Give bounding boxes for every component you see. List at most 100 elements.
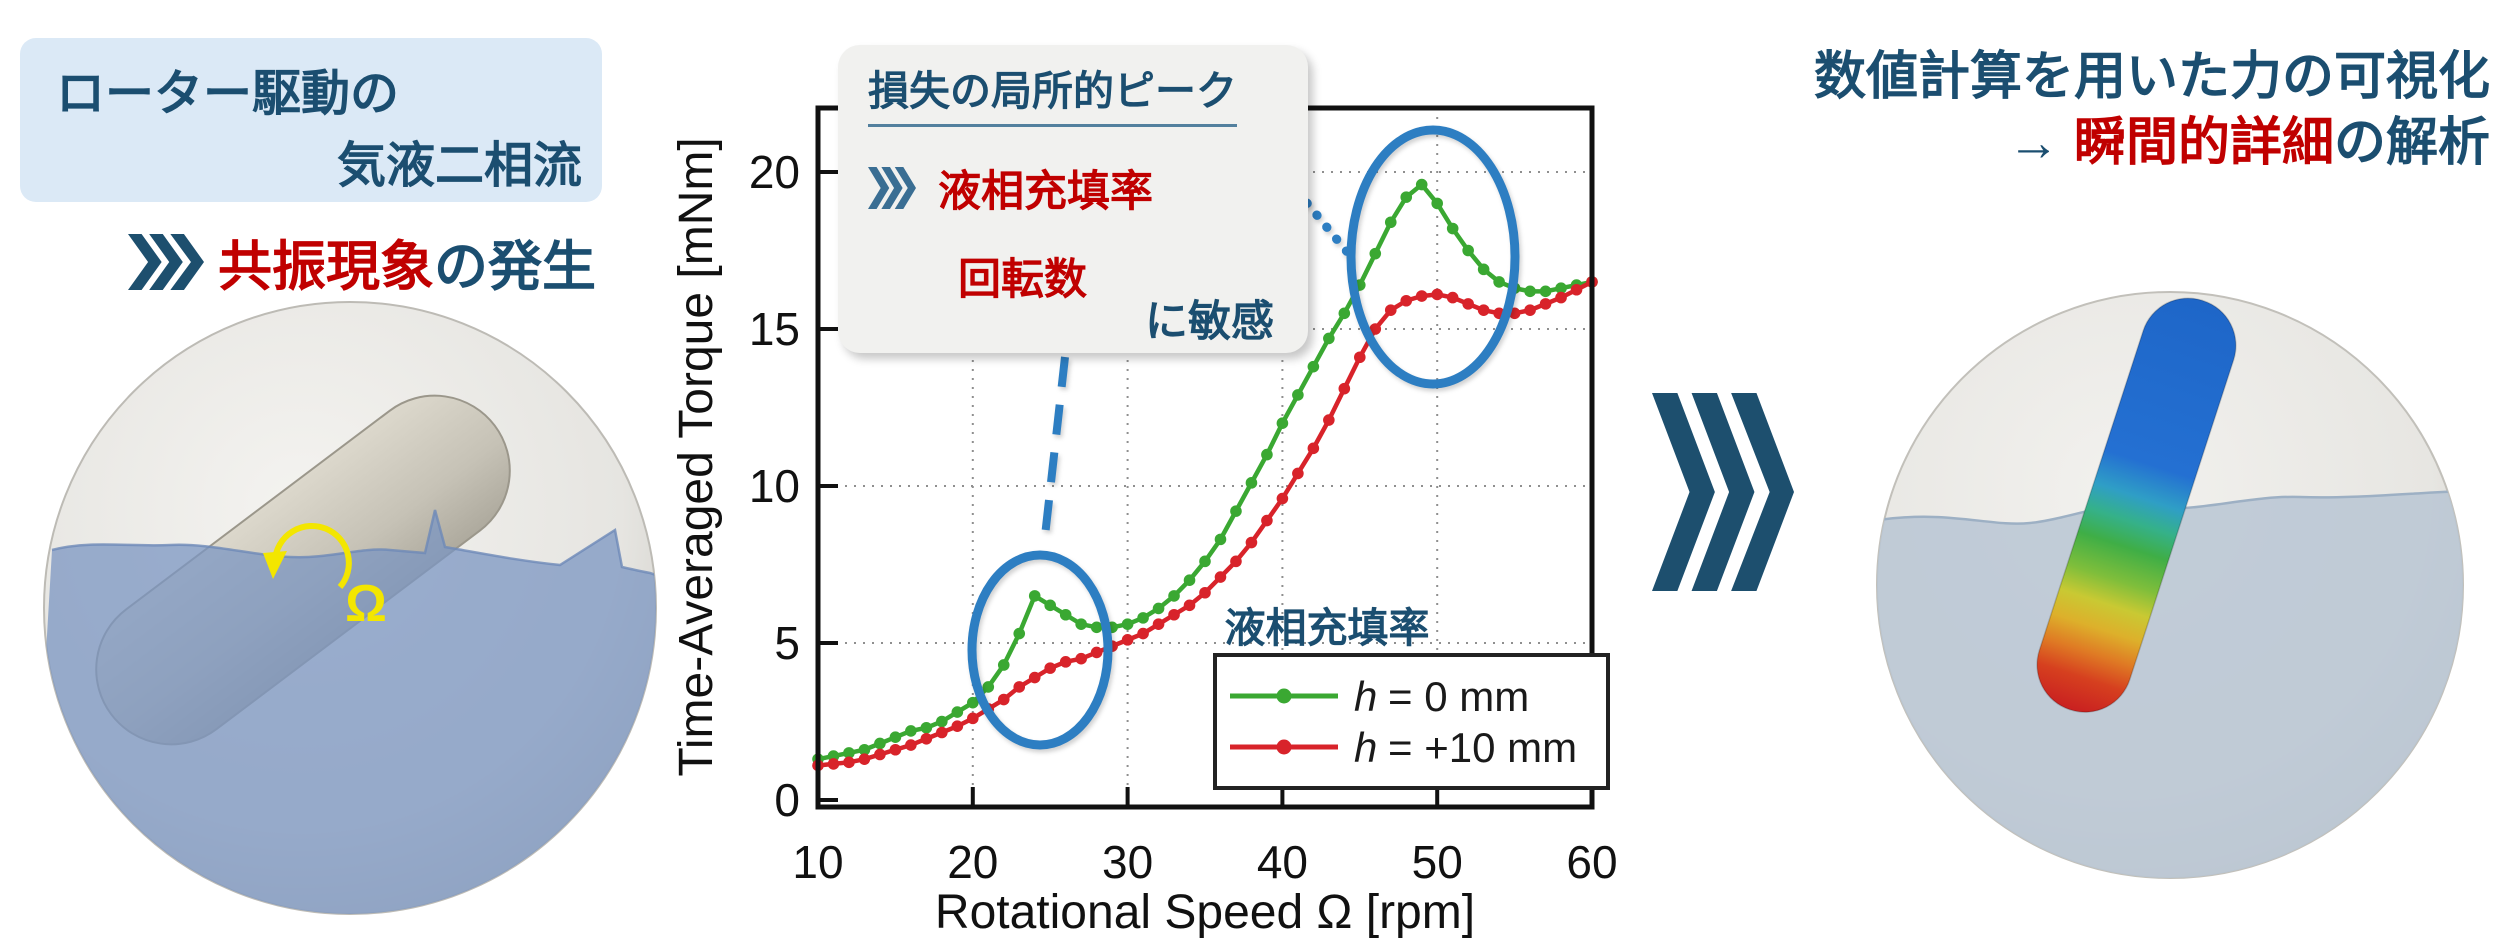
rotation-arrow [263, 522, 352, 589]
data-point [1121, 618, 1134, 630]
data-point [1090, 621, 1103, 634]
data-point [905, 725, 917, 737]
data-point [1230, 505, 1242, 517]
data-point [1090, 646, 1103, 659]
omega-label: Ω [345, 575, 387, 633]
data-point [843, 756, 855, 769]
data-point [1028, 671, 1041, 684]
data-point [1121, 634, 1134, 646]
data-point [1462, 244, 1474, 257]
data-point [936, 715, 948, 728]
data-point [967, 712, 979, 725]
annotation-title: 損失の局所的ピーク [868, 57, 1237, 127]
liquid-phase [1877, 491, 2463, 878]
legend-label-rest: = +10 mm [1388, 724, 1577, 771]
data-point [1013, 627, 1026, 640]
data-point [1230, 555, 1242, 568]
data-point [1323, 332, 1335, 345]
y-tick-label: 20 [749, 146, 800, 198]
annotation-item2: 回転数 [958, 256, 1087, 304]
data-point [1261, 448, 1273, 461]
highlight-ellipse-low-peak [967, 550, 1113, 750]
x-tick-label: 20 [947, 836, 998, 888]
data-point [982, 681, 995, 693]
data-point [1214, 571, 1227, 583]
left-subtitle-text: 共振現象の発生 [218, 222, 596, 301]
data-point [1137, 612, 1149, 624]
data-point [1354, 351, 1366, 364]
left-title-line1: ローター駆動の [56, 67, 400, 121]
data-point [858, 753, 871, 765]
y-tick-label: 5 [774, 617, 800, 669]
data-point [951, 720, 964, 733]
data-point [1446, 291, 1459, 304]
data-point [1384, 216, 1397, 229]
x-tick-label: 40 [1257, 836, 1308, 888]
data-point [1059, 656, 1072, 668]
right-title: 数値計算を用いた力の可視化 → 瞬間的詳細の解析 [1760, 44, 2490, 176]
left-title-line2: 気液二相流 [336, 139, 582, 193]
y-tick-label: 10 [749, 460, 800, 512]
force-visualization-render [1876, 291, 2464, 879]
data-point [1292, 467, 1304, 480]
left-subtitle-rest: の発生 [434, 237, 596, 297]
data-point [1075, 618, 1087, 630]
data-point [1044, 662, 1056, 674]
data-point [1400, 191, 1413, 203]
data-point [997, 659, 1010, 671]
legend-label-var: h [1354, 724, 1377, 771]
data-point [951, 706, 964, 718]
data-point [1307, 360, 1320, 373]
data-point [1462, 298, 1474, 310]
left-title-box: ローター駆動の 気液二相流 [20, 38, 602, 202]
right-title-rest: の解析 [2333, 114, 2490, 172]
right-title-line1: 数値計算を用いた力の可視化 [1813, 48, 2490, 106]
right-title-highlight: 瞬間的詳細 [2073, 114, 2334, 172]
data-point [843, 747, 855, 759]
annotation-row: 液相充填率 [868, 157, 1153, 219]
legend-title: 液相充填率 [1225, 605, 1430, 651]
x-tick-label: 50 [1412, 836, 1463, 888]
data-point [889, 743, 902, 756]
left-subtitle: 共振現象の発生 [128, 222, 596, 301]
data-point [1168, 590, 1180, 602]
data-point [1276, 492, 1289, 505]
data-point [967, 696, 979, 709]
legend-marker-red [1276, 739, 1292, 755]
data-point [920, 721, 933, 734]
data-point [1059, 608, 1072, 621]
data-point [1323, 414, 1335, 426]
data-point [1446, 222, 1459, 235]
data-point [905, 739, 917, 751]
data-point [1152, 618, 1165, 630]
data-point [1137, 627, 1149, 640]
data-point [1261, 514, 1273, 527]
data-point [1524, 285, 1536, 298]
y-axis-label: Time-Averaged Torque [mNm] [670, 137, 723, 776]
data-point [889, 731, 902, 743]
data-point [1539, 298, 1552, 310]
data-point [1431, 288, 1443, 301]
triple-chevron-icon [128, 233, 204, 290]
data-point [1214, 533, 1227, 546]
chart-legend: 液相充填率 h = 0 mm h = +10 mm [1213, 605, 1610, 790]
left-subtitle-highlight: 共振現象 [218, 237, 434, 297]
data-point [1199, 555, 1211, 568]
data-point [1183, 574, 1196, 586]
annotation-suffix: に敏感 [1145, 298, 1274, 346]
data-point [1477, 304, 1490, 316]
data-point [858, 743, 871, 756]
data-point [1570, 283, 1583, 296]
legend-label-var: h [1354, 673, 1377, 720]
data-point [1524, 304, 1536, 316]
annotation-box: 損失の局所的ピーク 液相充填率 回転数 に敏感 [838, 45, 1308, 353]
data-point [1431, 197, 1443, 210]
data-point [1152, 602, 1165, 615]
data-point [1555, 291, 1567, 304]
data-point [1369, 247, 1382, 260]
data-point [1539, 285, 1552, 298]
triple-chevron-icon [868, 167, 916, 209]
data-point [827, 758, 840, 770]
callout-dashed-line [1040, 356, 1069, 546]
